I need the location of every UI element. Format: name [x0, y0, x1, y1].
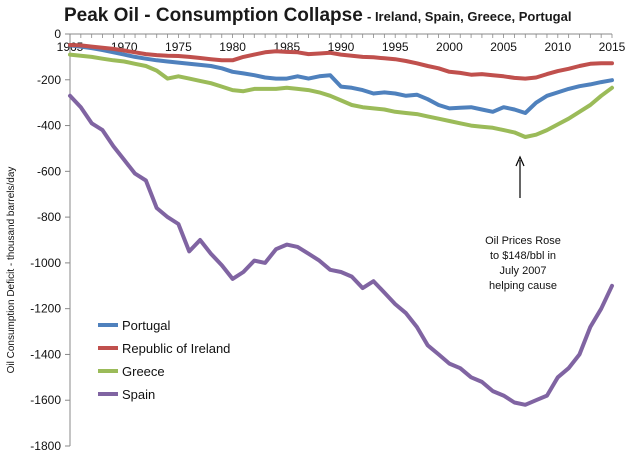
chart-subtitle: - Ireland, Spain, Greece, Portugal — [367, 9, 571, 24]
legend-label-portugal: Portugal — [122, 318, 171, 333]
annotation-line-3: July 2007 — [499, 265, 546, 277]
legend: Portugal Republic of Ireland Greece Spain — [98, 318, 230, 402]
y-tick-label: -1800 — [30, 439, 61, 452]
y-tick-label: -1400 — [30, 347, 61, 361]
annotation: Oil Prices Rose to $148/bbl in July 2007… — [485, 155, 561, 292]
y-tick-label: -200 — [37, 73, 61, 87]
y-axis: 0 -200 -400 -600 -800 -1000 -1200 -1400 -1600 -18… — [30, 27, 71, 452]
annotation-line-2: to $148/bbl in — [490, 250, 556, 262]
y-axis-label: Oil Consumption Deficit - thousand barre… — [6, 167, 17, 374]
y-tick-label: -600 — [37, 164, 61, 178]
x-tick-label: 1980 — [219, 40, 246, 54]
annotation-arrow-head — [515, 155, 525, 167]
x-tick-label: 2015 — [599, 40, 626, 54]
series-line-spain — [68, 93, 614, 407]
y-tick-label: -1000 — [30, 256, 61, 270]
annotation-line-4: helping cause — [489, 280, 557, 292]
y-tick-label: -800 — [37, 210, 61, 224]
series-line-republic-of-ireland — [68, 43, 614, 81]
x-tick-label: 1995 — [382, 40, 409, 54]
y-tick-label: -1600 — [30, 393, 61, 407]
x-tick-label: 2005 — [490, 40, 517, 54]
series-line-greece — [68, 52, 614, 139]
y-tick-label: 0 — [54, 27, 61, 41]
y-tick-label: -400 — [37, 119, 61, 133]
annotation-line-1: Oil Prices Rose — [485, 235, 561, 247]
x-tick-label: 2010 — [544, 40, 571, 54]
y-tick-label: -1200 — [30, 302, 61, 316]
x-tick-label: 2000 — [436, 40, 463, 54]
x-tick-label: 1975 — [165, 40, 192, 54]
legend-label-republic-of-ireland: Republic of Ireland — [122, 341, 230, 356]
x-axis: 1965 1970 1975 1980 1985 1990 1995 2000 2005 2010… — [57, 33, 626, 54]
series-lines — [68, 43, 614, 407]
chart-title: Peak Oil - Consumption Collapse — [64, 5, 363, 26]
series-line-portugal — [68, 43, 614, 115]
legend-label-spain: Spain — [122, 387, 155, 402]
x-tick-label: 1990 — [328, 40, 355, 54]
legend-label-greece: Greece — [122, 364, 165, 379]
